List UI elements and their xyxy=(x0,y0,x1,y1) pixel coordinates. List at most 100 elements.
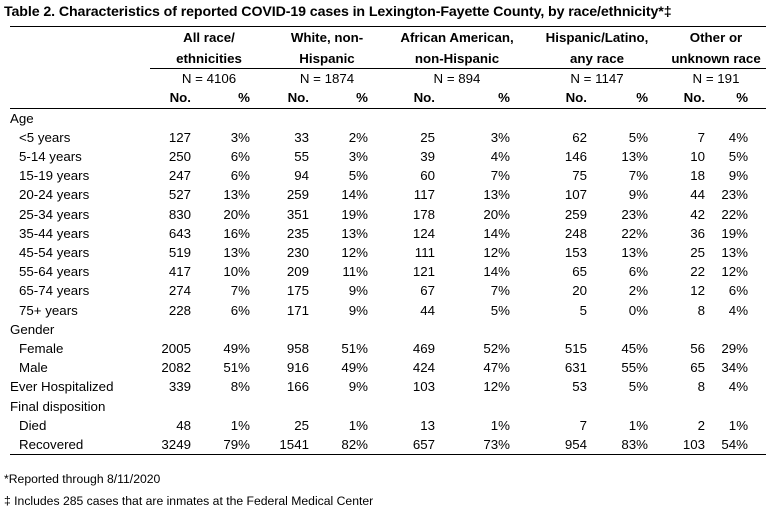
cell-count: 22 xyxy=(690,264,706,280)
cell-count: 62 xyxy=(572,129,587,145)
cell-count: 2005 xyxy=(161,341,191,357)
cell-count: 33 xyxy=(294,129,309,145)
cell-count: 55 xyxy=(294,149,309,165)
table-row: 45-54 years 519 13% 230 12% 111 12% 153 13% 25 13% xyxy=(10,243,766,262)
col-pct-header: % xyxy=(204,88,268,109)
row-label: Recovered xyxy=(10,435,150,456)
cell-percent: 51% xyxy=(223,360,250,376)
header-row-n: N = 4106 N = 1874 N = 894 N = 1147 N = 1… xyxy=(10,68,767,89)
cell-count: 18 xyxy=(690,168,706,184)
cell-percent: 6% xyxy=(230,302,250,318)
cell-count: 7 xyxy=(579,417,587,433)
cell-percent: 9% xyxy=(348,379,368,395)
cell-percent: 13% xyxy=(483,187,510,203)
group-n: N = 4106 xyxy=(150,68,268,89)
cell-percent: 0% xyxy=(628,302,649,318)
col-no-header: No. xyxy=(150,88,204,109)
cell-percent: 49% xyxy=(223,341,250,357)
cell-count: 67 xyxy=(420,283,435,299)
cell-count: 248 xyxy=(564,225,587,241)
cell-percent: 4% xyxy=(728,302,749,318)
cell-percent: 82% xyxy=(322,435,386,456)
row-label: Male xyxy=(19,360,48,376)
group-header-line1: White, non- xyxy=(268,26,386,49)
cell-percent: 13% xyxy=(223,187,250,203)
cell-percent: 19% xyxy=(721,225,749,241)
cell-count: 25 xyxy=(294,417,309,433)
group-header-line1: Other or xyxy=(666,26,767,49)
cell-percent: 2% xyxy=(628,283,649,299)
cell-percent: 14% xyxy=(483,225,510,241)
cell-count: 8 xyxy=(697,302,706,318)
cell-percent: 7% xyxy=(230,283,250,299)
cell-percent: 13% xyxy=(621,245,649,261)
cell-count: 954 xyxy=(528,435,600,456)
cell-count: 916 xyxy=(286,360,309,376)
cell-percent: 19% xyxy=(341,206,368,222)
cell-percent: 13% xyxy=(341,225,368,241)
cell-count: 75 xyxy=(572,168,587,184)
cell-percent: 12% xyxy=(341,245,368,261)
row-label: Female xyxy=(19,341,64,357)
group-header-line2: unknown race xyxy=(671,51,761,66)
cell-count: 515 xyxy=(564,341,587,357)
cell-count: 25 xyxy=(690,245,706,261)
cell-percent: 9% xyxy=(728,168,749,184)
table-row: 25-34 years 830 20% 351 19% 178 20% 259 23% 42 22% xyxy=(10,205,766,224)
cell-count: 958 xyxy=(286,341,309,357)
cell-count: 3249 xyxy=(150,435,204,456)
cell-count: 2 xyxy=(697,417,706,433)
cell-count: 60 xyxy=(420,168,435,184)
cell-percent: 73% xyxy=(448,435,528,456)
cell-percent: 7% xyxy=(490,168,510,184)
cell-percent: 6% xyxy=(728,283,749,299)
cell-count: 13 xyxy=(420,417,435,433)
row-label: 20-24 years xyxy=(19,187,90,203)
cell-percent: 2% xyxy=(348,129,368,145)
group-n: N = 894 xyxy=(386,68,528,89)
cell-count: 48 xyxy=(176,417,191,433)
cell-count: 44 xyxy=(690,187,706,203)
row-label: <5 years xyxy=(19,129,71,145)
table-row: Male 2082 51% 916 49% 424 47% 631 55% 65 34% xyxy=(10,358,766,377)
cell-percent: 1% xyxy=(348,417,368,433)
cell-count: 274 xyxy=(168,283,191,299)
cell-count: 830 xyxy=(168,206,191,222)
cell-percent: 20% xyxy=(483,206,510,222)
cell-count: 175 xyxy=(286,283,309,299)
cell-count: 657 xyxy=(386,435,448,456)
cell-count: 39 xyxy=(420,149,435,165)
section-label: Age xyxy=(10,110,34,126)
covid-characteristics-table: All race/ White, non- African American, … xyxy=(10,26,767,456)
col-pct-header: % xyxy=(322,88,386,109)
cell-percent: 14% xyxy=(341,187,368,203)
section-label: Gender xyxy=(10,321,55,337)
cell-percent: 23% xyxy=(621,206,649,222)
cell-count: 65 xyxy=(572,264,587,280)
cell-count: 10 xyxy=(690,149,706,165)
group-header-line1: Hispanic/Latino, xyxy=(528,26,667,49)
cell-count: 228 xyxy=(168,302,191,318)
cell-count: 417 xyxy=(168,264,191,280)
cell-percent: 34% xyxy=(721,360,749,376)
section-row: Gender xyxy=(10,320,766,339)
cell-count: 631 xyxy=(564,360,587,376)
cell-percent: 8% xyxy=(230,379,250,395)
col-pct-header: % xyxy=(600,88,667,109)
cell-percent: 22% xyxy=(721,206,749,222)
row-label: Died xyxy=(19,417,47,433)
cell-percent: 10% xyxy=(223,264,250,280)
cell-count: 107 xyxy=(564,187,587,203)
cell-count: 146 xyxy=(564,149,587,165)
group-header-line2: any race xyxy=(570,51,624,66)
cell-count: 103 xyxy=(666,435,719,456)
cell-percent: 5% xyxy=(628,379,649,395)
cell-percent: 3% xyxy=(230,129,250,145)
cell-percent: 12% xyxy=(483,379,510,395)
cell-percent: 47% xyxy=(483,360,510,376)
cell-count: 250 xyxy=(168,149,191,165)
cell-percent: 4% xyxy=(490,149,510,165)
cell-percent: 5% xyxy=(728,149,749,165)
cell-percent: 6% xyxy=(230,149,250,165)
header-row-2: ethnicities Hispanic non-Hispanic any ra… xyxy=(10,49,766,69)
